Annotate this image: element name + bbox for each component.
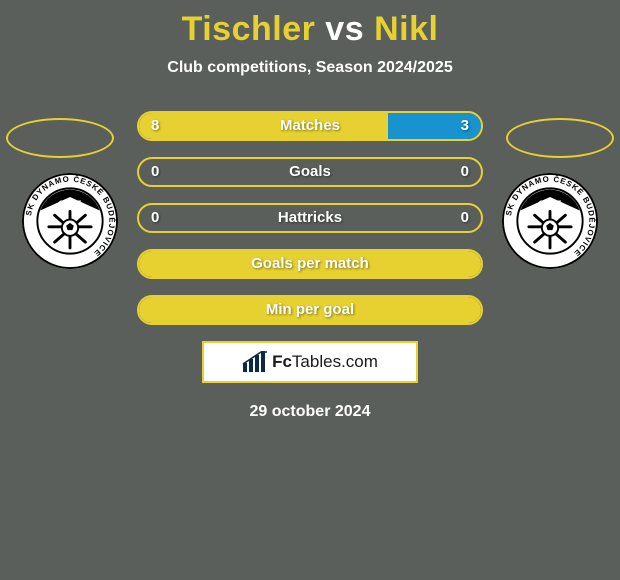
stats-area: SK DYNAMO ČESKÉ BUDĚJOVICE 1905 [0, 111, 620, 421]
brand-box: FcTables.com [202, 341, 418, 383]
club-badge-icon: SK DYNAMO ČESKÉ BUDĚJOVICE 1905 [22, 173, 118, 269]
stat-row-goals-per-match: Goals per match [137, 249, 483, 279]
svg-text:1905: 1905 [538, 199, 562, 211]
stat-label: Goals per match [139, 251, 481, 277]
stat-label: Matches [139, 113, 481, 139]
stat-row-matches: 8 Matches 3 [137, 111, 483, 141]
stat-row-min-per-goal: Min per goal [137, 295, 483, 325]
stat-row-goals: 0 Goals 0 [137, 157, 483, 187]
date: 29 october 2024 [0, 403, 620, 421]
title-vs: vs [325, 10, 364, 48]
svg-text:1905: 1905 [58, 199, 82, 211]
stat-label: Hattricks [139, 205, 481, 231]
brand-text: FcTables.com [272, 352, 378, 372]
stat-value-right: 3 [461, 113, 469, 139]
brand-inner: FcTables.com [242, 351, 378, 373]
stat-label: Min per goal [139, 297, 481, 323]
subtitle: Club competitions, Season 2024/2025 [0, 59, 620, 77]
avatar-right [506, 118, 614, 158]
club-badge-icon: SK DYNAMO ČESKÉ BUDĚJOVICE 1905 [502, 173, 598, 269]
club-badge-left: SK DYNAMO ČESKÉ BUDĚJOVICE 1905 [22, 173, 118, 269]
comparison-card: Tischler vs Nikl Club competitions, Seas… [0, 0, 620, 580]
stat-value-right: 0 [461, 159, 469, 185]
club-badge-right: SK DYNAMO ČESKÉ BUDĚJOVICE 1905 [502, 173, 598, 269]
page-title: Tischler vs Nikl [0, 0, 620, 49]
stat-value-right: 0 [461, 205, 469, 231]
stat-label: Goals [139, 159, 481, 185]
stat-row-hattricks: 0 Hattricks 0 [137, 203, 483, 233]
avatar-left [6, 118, 114, 158]
title-player2: Nikl [374, 10, 438, 48]
stat-rows: 8 Matches 3 0 Goals 0 0 Hattricks 0 [137, 111, 483, 325]
chart-icon [242, 351, 268, 373]
title-player1: Tischler [182, 10, 316, 48]
